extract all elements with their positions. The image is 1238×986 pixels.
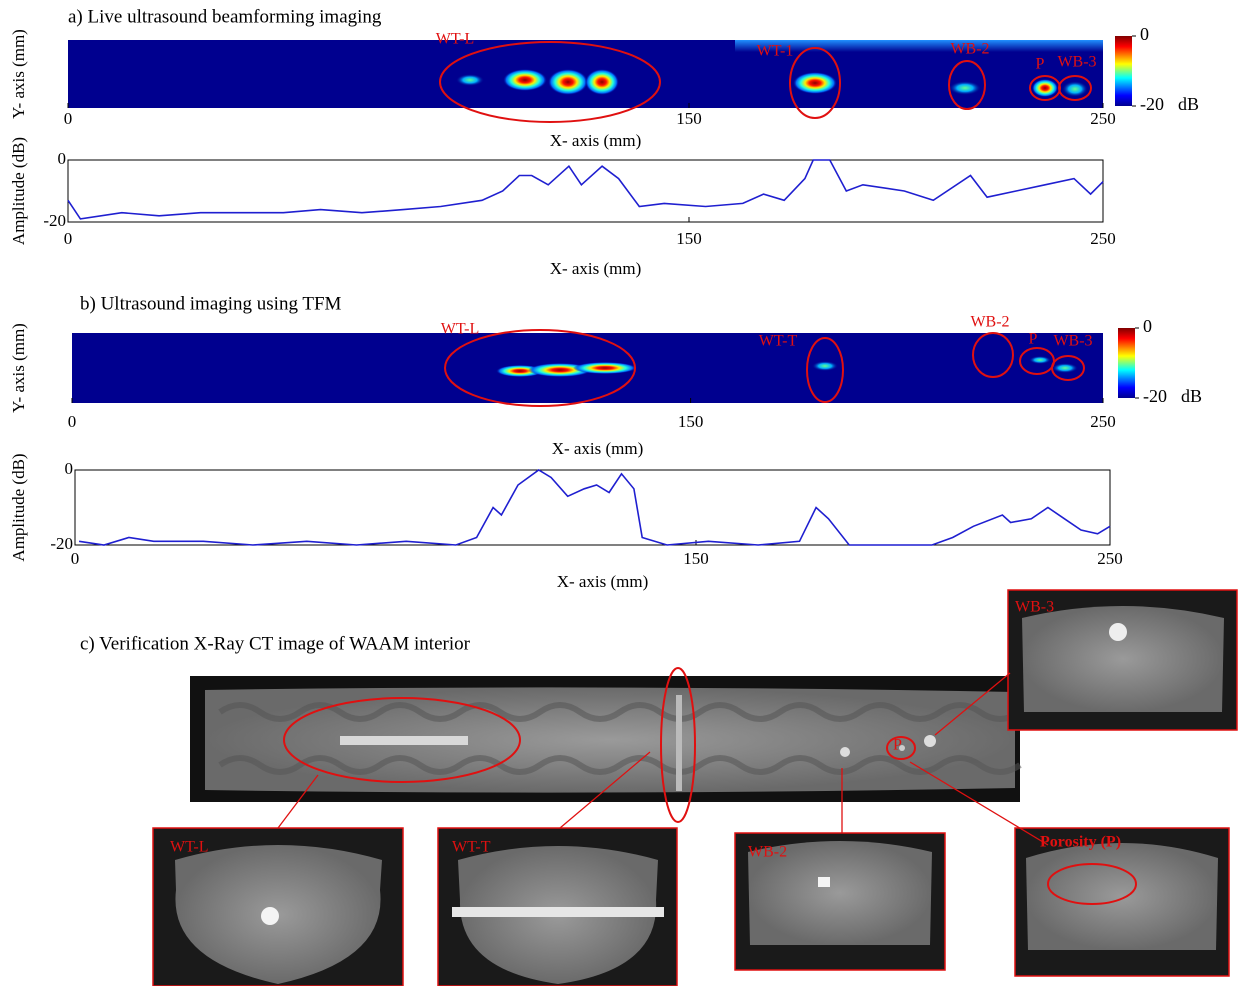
annotation: WT-L bbox=[436, 31, 475, 48]
x-tick-label: 250 bbox=[1090, 412, 1116, 431]
inset-label: WB-2 bbox=[748, 844, 787, 861]
figure: c) Verification X-Ray CT image of WAAM i… bbox=[0, 0, 1238, 986]
annotation: P bbox=[1029, 331, 1038, 348]
x-tick-label: 0 bbox=[64, 109, 73, 128]
inset-label: Porosity (P) bbox=[1040, 834, 1121, 851]
x-tick-label: 250 bbox=[1090, 109, 1116, 128]
x-axis-label: X- axis (mm) bbox=[550, 131, 642, 150]
inset-label: WT-L bbox=[170, 839, 209, 856]
annotation: WT-L bbox=[441, 321, 480, 338]
colorbar-label: -20 bbox=[1143, 386, 1167, 406]
annotation: WB-3 bbox=[1053, 333, 1092, 350]
inset-label: WT-T bbox=[452, 839, 491, 856]
x-tick-label: 250 bbox=[1090, 229, 1116, 248]
plot-frame bbox=[75, 470, 1110, 545]
colorbar-label: 0 bbox=[1140, 24, 1149, 44]
panel-title: b) Ultrasound imaging using TFM bbox=[80, 293, 342, 314]
panel-title: c) Verification X-Ray CT image of WAAM i… bbox=[80, 633, 471, 654]
x-tick-label: 250 bbox=[1097, 549, 1123, 568]
annotation: WT-1 bbox=[757, 43, 794, 60]
x-tick-label: 150 bbox=[676, 229, 702, 248]
y-axis-label: Amplitude (dB) bbox=[9, 137, 28, 245]
x-tick-label: 0 bbox=[64, 229, 73, 248]
heatmap-image bbox=[68, 40, 1103, 122]
amplitude-line bbox=[79, 470, 1110, 545]
y-tick-label: 0 bbox=[65, 459, 74, 478]
y-tick-label: 0 bbox=[58, 149, 67, 168]
colorbar-label: 0 bbox=[1143, 316, 1152, 336]
x-axis-label: X- axis (mm) bbox=[557, 572, 649, 591]
amplitude-line bbox=[68, 160, 1103, 219]
y-axis-label: Y- axis (mm) bbox=[9, 29, 28, 119]
x-tick-label: 150 bbox=[683, 549, 709, 568]
heatmap-image bbox=[72, 330, 1103, 406]
annotation: WB-2 bbox=[950, 41, 989, 58]
colorbar bbox=[1118, 328, 1135, 398]
ct-label: P bbox=[893, 737, 902, 754]
panel-title: a) Live ultrasound beamforming imaging bbox=[68, 6, 382, 27]
y-axis-label: Y- axis (mm) bbox=[9, 323, 28, 413]
x-tick-label: 150 bbox=[678, 412, 704, 431]
y-tick-label: -20 bbox=[50, 534, 73, 553]
colorbar bbox=[1115, 36, 1132, 106]
annotation: P bbox=[1036, 56, 1045, 73]
annotation: WB-2 bbox=[970, 314, 1009, 331]
x-tick-label: 150 bbox=[676, 109, 702, 128]
colorbar-unit: dB bbox=[1181, 386, 1202, 406]
colorbar-label: -20 bbox=[1140, 94, 1164, 114]
colorbar-unit: dB bbox=[1178, 94, 1199, 114]
y-tick-label: -20 bbox=[43, 211, 66, 230]
y-axis-label: Amplitude (dB) bbox=[9, 453, 28, 561]
annotation: WT-T bbox=[759, 333, 798, 350]
x-tick-label: 0 bbox=[68, 412, 77, 431]
inset-label: WB-3 bbox=[1015, 599, 1054, 616]
x-axis-label: X- axis (mm) bbox=[552, 439, 644, 458]
annotation: WB-3 bbox=[1057, 54, 1096, 71]
x-axis-label: X- axis (mm) bbox=[550, 259, 642, 278]
